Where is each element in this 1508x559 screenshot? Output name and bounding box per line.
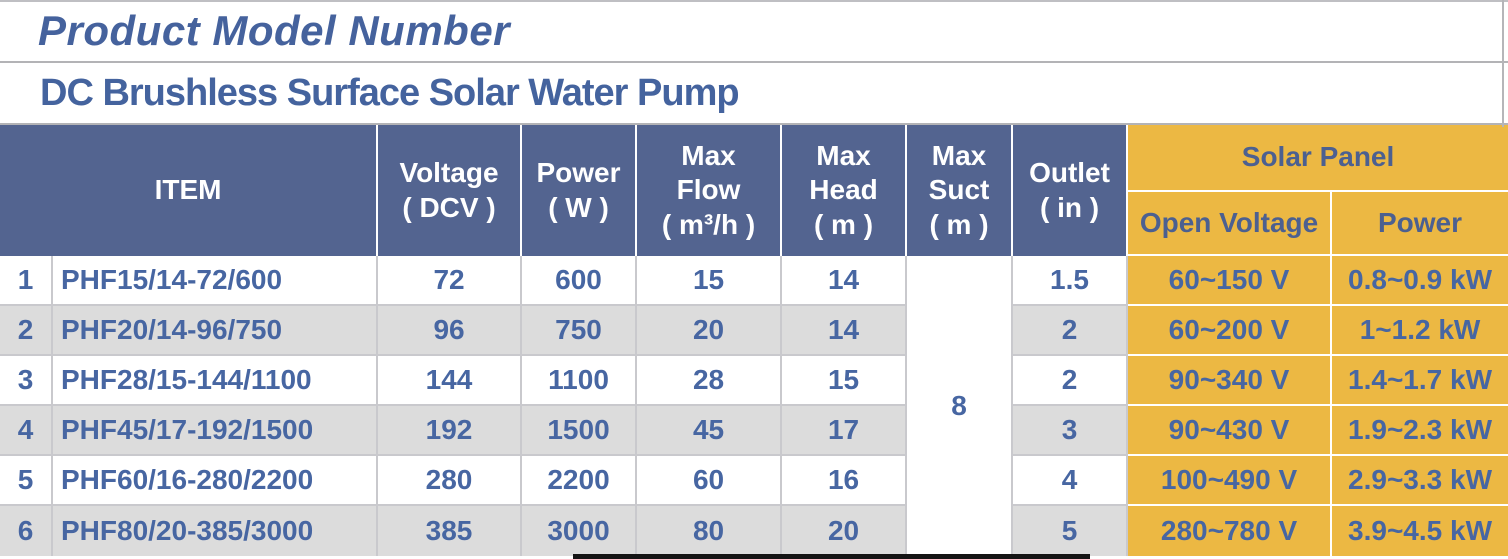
table-row: 4 PHF45/17-192/1500 192 1500 45 17 3 90~430 V 1.… [0, 406, 1508, 456]
max-flow-cell: 80 [637, 506, 783, 556]
row-number-cell: 5 [0, 456, 53, 506]
title-block: Product Model Number [0, 0, 1508, 63]
model-name-cell: PHF60/16-280/2200 [53, 456, 379, 506]
solar-open-voltage-cell: 280~780 V [1128, 506, 1333, 556]
table-row: 3 PHF28/15-144/1100 144 1100 28 15 2 90~340 V 1.… [0, 356, 1508, 406]
table-body: 1 PHF15/14-72/600 72 600 15 14 8 1.5 60~150 V 0.8… [0, 256, 1508, 556]
max-flow-cell: 28 [637, 356, 783, 406]
right-border-line [1502, 0, 1504, 127]
outlet-cell: 4 [1013, 456, 1129, 506]
spec-table: ITEM Voltage ( DCV ) Power ( W ) Max Flo… [0, 125, 1508, 556]
col-header-outlet: Outlet ( in ) [1013, 125, 1129, 256]
power-cell: 750 [522, 306, 638, 356]
power-cell: 2200 [522, 456, 638, 506]
col-header-open-voltage: Open Voltage [1128, 192, 1333, 256]
col-header-max-suct: Max Suct ( m ) [907, 125, 1014, 256]
power-cell: 1500 [522, 406, 638, 456]
subtitle-block: DC Brushless Surface Solar Water Pump [0, 63, 1508, 125]
solar-power-cell: 2.9~3.3 kW [1332, 456, 1508, 506]
max-flow-cell: 15 [637, 256, 783, 306]
max-head-cell: 16 [782, 456, 908, 506]
model-name-cell: PHF28/15-144/1100 [53, 356, 379, 406]
solar-open-voltage-cell: 60~200 V [1128, 306, 1333, 356]
row-number-cell: 6 [0, 506, 53, 556]
table-row: 2 PHF20/14-96/750 96 750 20 14 2 60~200 V 1~1.2 … [0, 306, 1508, 356]
max-head-cell: 14 [782, 306, 908, 356]
solar-open-voltage-cell: 100~490 V [1128, 456, 1333, 506]
max-head-cell: 14 [782, 256, 908, 306]
power-cell: 3000 [522, 506, 638, 556]
col-header-solar-power: Power [1332, 192, 1508, 256]
col-header-max-flow: Max Flow ( m³/h ) [637, 125, 783, 256]
header-row-solar-sub: Open Voltage Power [0, 192, 1508, 256]
solar-open-voltage-cell: 90~340 V [1128, 356, 1333, 406]
page-subtitle: DC Brushless Surface Solar Water Pump [40, 71, 740, 114]
col-header-voltage: Voltage ( DCV ) [378, 125, 523, 256]
voltage-cell: 96 [378, 306, 523, 356]
col-header-max-head: Max Head ( m ) [782, 125, 908, 256]
table-row: 1 PHF15/14-72/600 72 600 15 14 8 1.5 60~150 V 0.8… [0, 256, 1508, 556]
solar-power-cell: 1.9~2.3 kW [1332, 406, 1508, 456]
outlet-cell: 3 [1013, 406, 1129, 456]
solar-power-cell: 1~1.2 kW [1332, 306, 1508, 356]
model-name-cell: PHF45/17-192/1500 [53, 406, 379, 456]
solar-power-cell: 0.8~0.9 kW [1332, 256, 1508, 306]
header-row-main: ITEM Voltage ( DCV ) Power ( W ) Max Flo… [0, 125, 1508, 256]
voltage-cell: 385 [378, 506, 523, 556]
solar-open-voltage-cell: 60~150 V [1128, 256, 1333, 306]
col-header-solar-panel: Solar Panel [1128, 125, 1508, 192]
max-flow-cell: 45 [637, 406, 783, 456]
outlet-cell: 5 [1013, 506, 1129, 556]
voltage-cell: 280 [378, 456, 523, 506]
voltage-cell: 192 [378, 406, 523, 456]
row-number-cell: 2 [0, 306, 53, 356]
row-number-cell: 4 [0, 406, 53, 456]
voltage-cell: 144 [378, 356, 523, 406]
model-name-cell: PHF15/14-72/600 [53, 256, 379, 306]
col-header-power: Power ( W ) [522, 125, 638, 256]
outlet-cell: 2 [1013, 356, 1129, 406]
bottom-edge-artifact [573, 554, 1090, 559]
voltage-cell: 72 [378, 256, 523, 306]
top-border-line [0, 0, 1508, 2]
power-cell: 1100 [522, 356, 638, 406]
max-flow-cell: 60 [637, 456, 783, 506]
col-header-item: ITEM [0, 125, 379, 256]
max-head-cell: 17 [782, 406, 908, 456]
model-name-cell: PHF80/20-385/3000 [53, 506, 379, 556]
power-cell: 600 [522, 256, 638, 306]
max-flow-cell: 20 [637, 306, 783, 356]
max-head-cell: 15 [782, 356, 908, 406]
max-suct-merged-cell: 8 [907, 256, 1014, 556]
outlet-cell: 2 [1013, 306, 1129, 356]
outlet-cell: 1.5 [1013, 256, 1129, 306]
page-title: Product Model Number [38, 6, 511, 54]
model-name-cell: PHF20/14-96/750 [53, 306, 379, 356]
solar-power-cell: 1.4~1.7 kW [1332, 356, 1508, 406]
solar-open-voltage-cell: 90~430 V [1128, 406, 1333, 456]
solar-power-cell: 3.9~4.5 kW [1332, 506, 1508, 556]
row-number-cell: 3 [0, 356, 53, 406]
max-head-cell: 20 [782, 506, 908, 556]
row-number-cell: 1 [0, 256, 53, 306]
